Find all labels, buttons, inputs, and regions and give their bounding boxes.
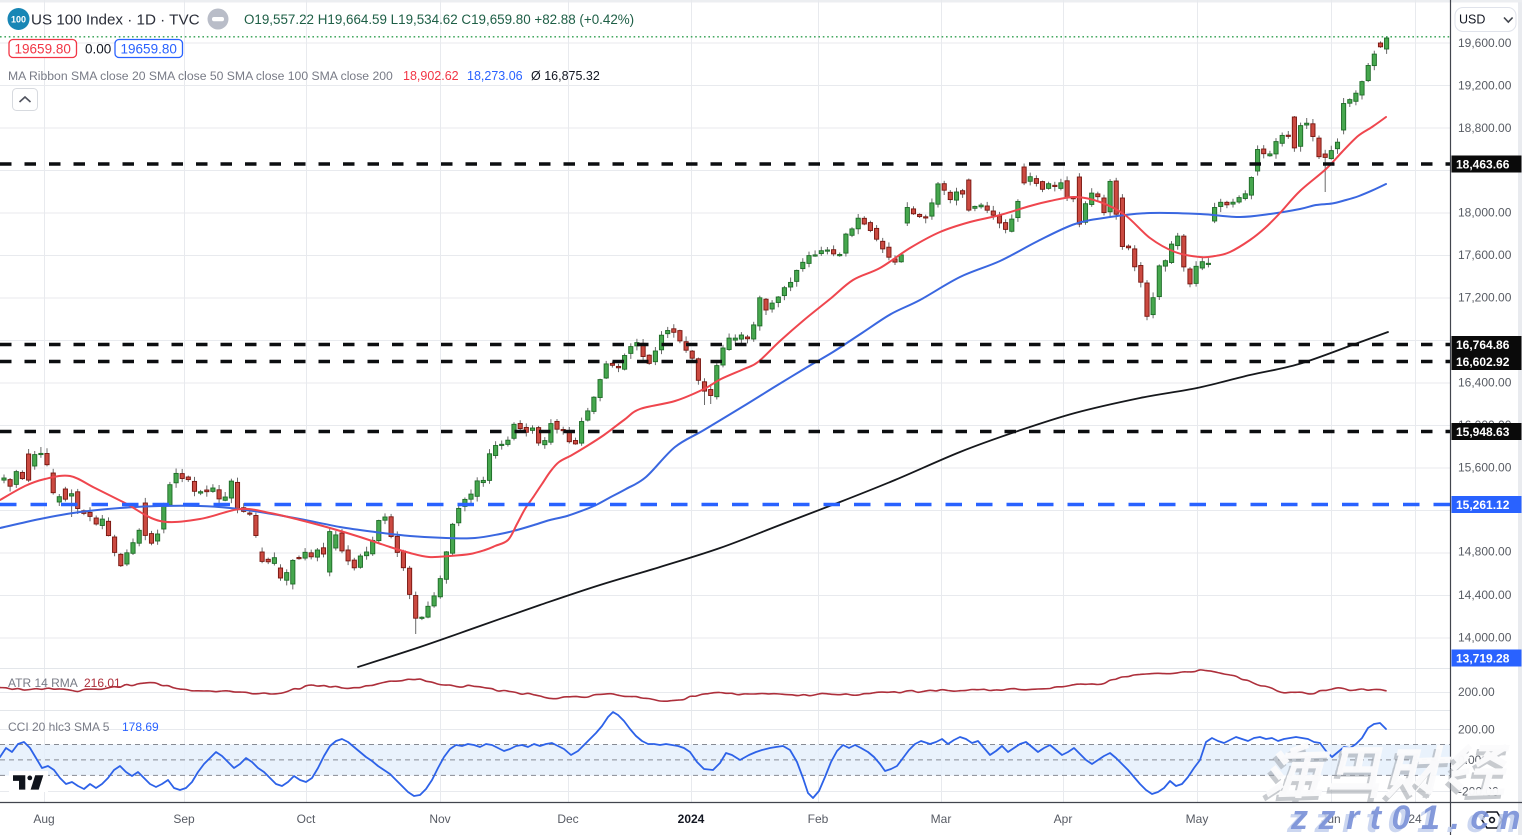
- svg-text:O19,557.22 H19,664.59 L19,534.: O19,557.22 H19,664.59 L19,534.62 C19,659…: [244, 12, 634, 27]
- svg-text:178.69: 178.69: [122, 720, 159, 734]
- svg-text:16,764.86: 16,764.86: [1456, 338, 1510, 352]
- svg-text:ATR 14 RMA: ATR 14 RMA: [8, 676, 78, 690]
- svg-text:zzrt01.cn: zzrt01.cn: [1286, 802, 1522, 835]
- svg-text:200.00: 200.00: [1458, 723, 1495, 737]
- svg-text:15,261.12: 15,261.12: [1456, 498, 1510, 512]
- svg-text:Aug: Aug: [33, 812, 54, 826]
- svg-text:16,400.00: 16,400.00: [1458, 376, 1512, 390]
- svg-text:14,800.00: 14,800.00: [1458, 545, 1512, 559]
- svg-text:zzrt01.cn: zzrt01.cn: [1290, 799, 1522, 835]
- svg-text:0.00: 0.00: [85, 41, 111, 56]
- svg-text:Mar: Mar: [931, 812, 952, 826]
- svg-text:16,602.92: 16,602.92: [1456, 355, 1510, 369]
- svg-text:18,000.00: 18,000.00: [1458, 206, 1512, 220]
- svg-text:Nov: Nov: [429, 812, 450, 826]
- svg-text:200.00: 200.00: [1458, 685, 1495, 699]
- svg-text:19,200.00: 19,200.00: [1458, 79, 1512, 93]
- svg-text:Apr: Apr: [1054, 812, 1073, 826]
- svg-text:14,400.00: 14,400.00: [1458, 588, 1512, 602]
- svg-text:Feb: Feb: [808, 812, 829, 826]
- svg-text:May: May: [1186, 812, 1209, 826]
- svg-text:Dec: Dec: [557, 812, 578, 826]
- svg-text:Sep: Sep: [173, 812, 195, 826]
- svg-text:19,600.00: 19,600.00: [1458, 36, 1512, 50]
- svg-text:13,719.28: 13,719.28: [1456, 651, 1510, 665]
- svg-text:24: 24: [1408, 812, 1422, 826]
- svg-text:15,948.63: 15,948.63: [1456, 425, 1510, 439]
- svg-text:19659.80: 19659.80: [15, 41, 71, 56]
- svg-text:MA Ribbon SMA close 20 SMA clo: MA Ribbon SMA close 20 SMA close 50 SMA …: [8, 69, 393, 83]
- svg-text:2024: 2024: [678, 812, 705, 826]
- svg-text:18,902.62: 18,902.62: [403, 69, 459, 83]
- svg-text:18,800.00: 18,800.00: [1458, 121, 1512, 135]
- svg-text:CCI 20 hlc3 SMA 5: CCI 20 hlc3 SMA 5: [8, 720, 110, 734]
- svg-text:15,600.00: 15,600.00: [1458, 461, 1512, 475]
- svg-text:US 100 Index · 1D · TVC: US 100 Index · 1D · TVC: [31, 12, 200, 29]
- svg-text:17,200.00: 17,200.00: [1458, 291, 1512, 305]
- svg-text:19659.80: 19659.80: [121, 41, 177, 56]
- svg-text:18,273.06: 18,273.06: [467, 69, 523, 83]
- svg-text:100: 100: [11, 15, 26, 25]
- svg-text:17,600.00: 17,600.00: [1458, 248, 1512, 262]
- svg-text:14,000.00: 14,000.00: [1458, 631, 1512, 645]
- svg-text:Oct: Oct: [297, 812, 316, 826]
- svg-text:18,463.66: 18,463.66: [1456, 157, 1510, 171]
- svg-text:USD: USD: [1459, 13, 1485, 27]
- svg-text:Ø 16,875.32: Ø 16,875.32: [531, 69, 600, 83]
- svg-text:Jun: Jun: [1321, 812, 1340, 826]
- svg-text:216.01: 216.01: [84, 676, 121, 690]
